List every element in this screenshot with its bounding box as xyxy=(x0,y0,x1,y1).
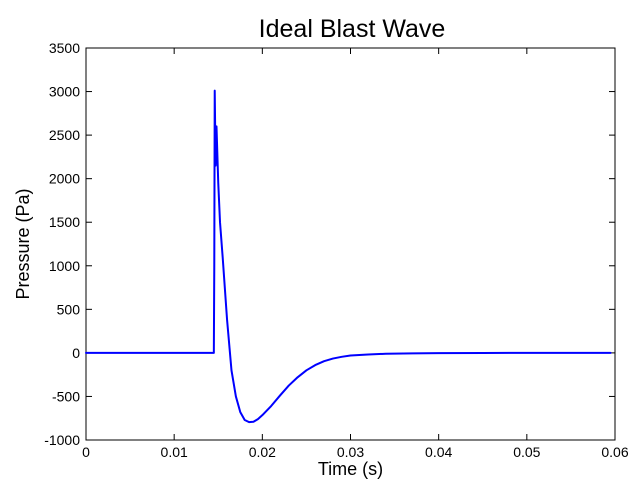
x-tick-label: 0 xyxy=(82,444,90,460)
plot-area xyxy=(85,47,616,441)
x-tick-label: 0.03 xyxy=(337,444,364,460)
y-axis-ticks: -1000 -500 0 500 1000 1500 2000 2500 3000 3500 xyxy=(44,40,615,448)
y-tick-label: -1000 xyxy=(44,432,80,448)
y-tick-label: -500 xyxy=(52,388,80,404)
x-tick-label: 0.04 xyxy=(425,444,452,460)
x-tick-label: 0.01 xyxy=(161,444,188,460)
y-tick-label: 2500 xyxy=(49,127,80,143)
y-tick-label: 0 xyxy=(72,345,80,361)
x-tick-label: 0.02 xyxy=(249,444,276,460)
y-tick-label: 2000 xyxy=(49,171,80,187)
x-axis-label: Time (s) xyxy=(318,459,383,479)
y-tick-label: 1500 xyxy=(49,214,80,230)
y-tick-label: 3000 xyxy=(49,84,80,100)
x-tick-label: 0.06 xyxy=(601,444,628,460)
x-axis-ticks: 0 0.01 0.02 0.03 0.04 0.05 0.06 xyxy=(82,48,629,460)
y-tick-label: 3500 xyxy=(49,40,80,56)
y-axis-label: Pressure (Pa) xyxy=(13,188,33,299)
chart-title: Ideal Blast Wave xyxy=(259,15,446,43)
y-tick-label: 1000 xyxy=(49,258,80,274)
pressure-series-line xyxy=(85,89,612,424)
y-tick-label: 500 xyxy=(57,301,81,317)
x-tick-label: 0.05 xyxy=(513,444,540,460)
